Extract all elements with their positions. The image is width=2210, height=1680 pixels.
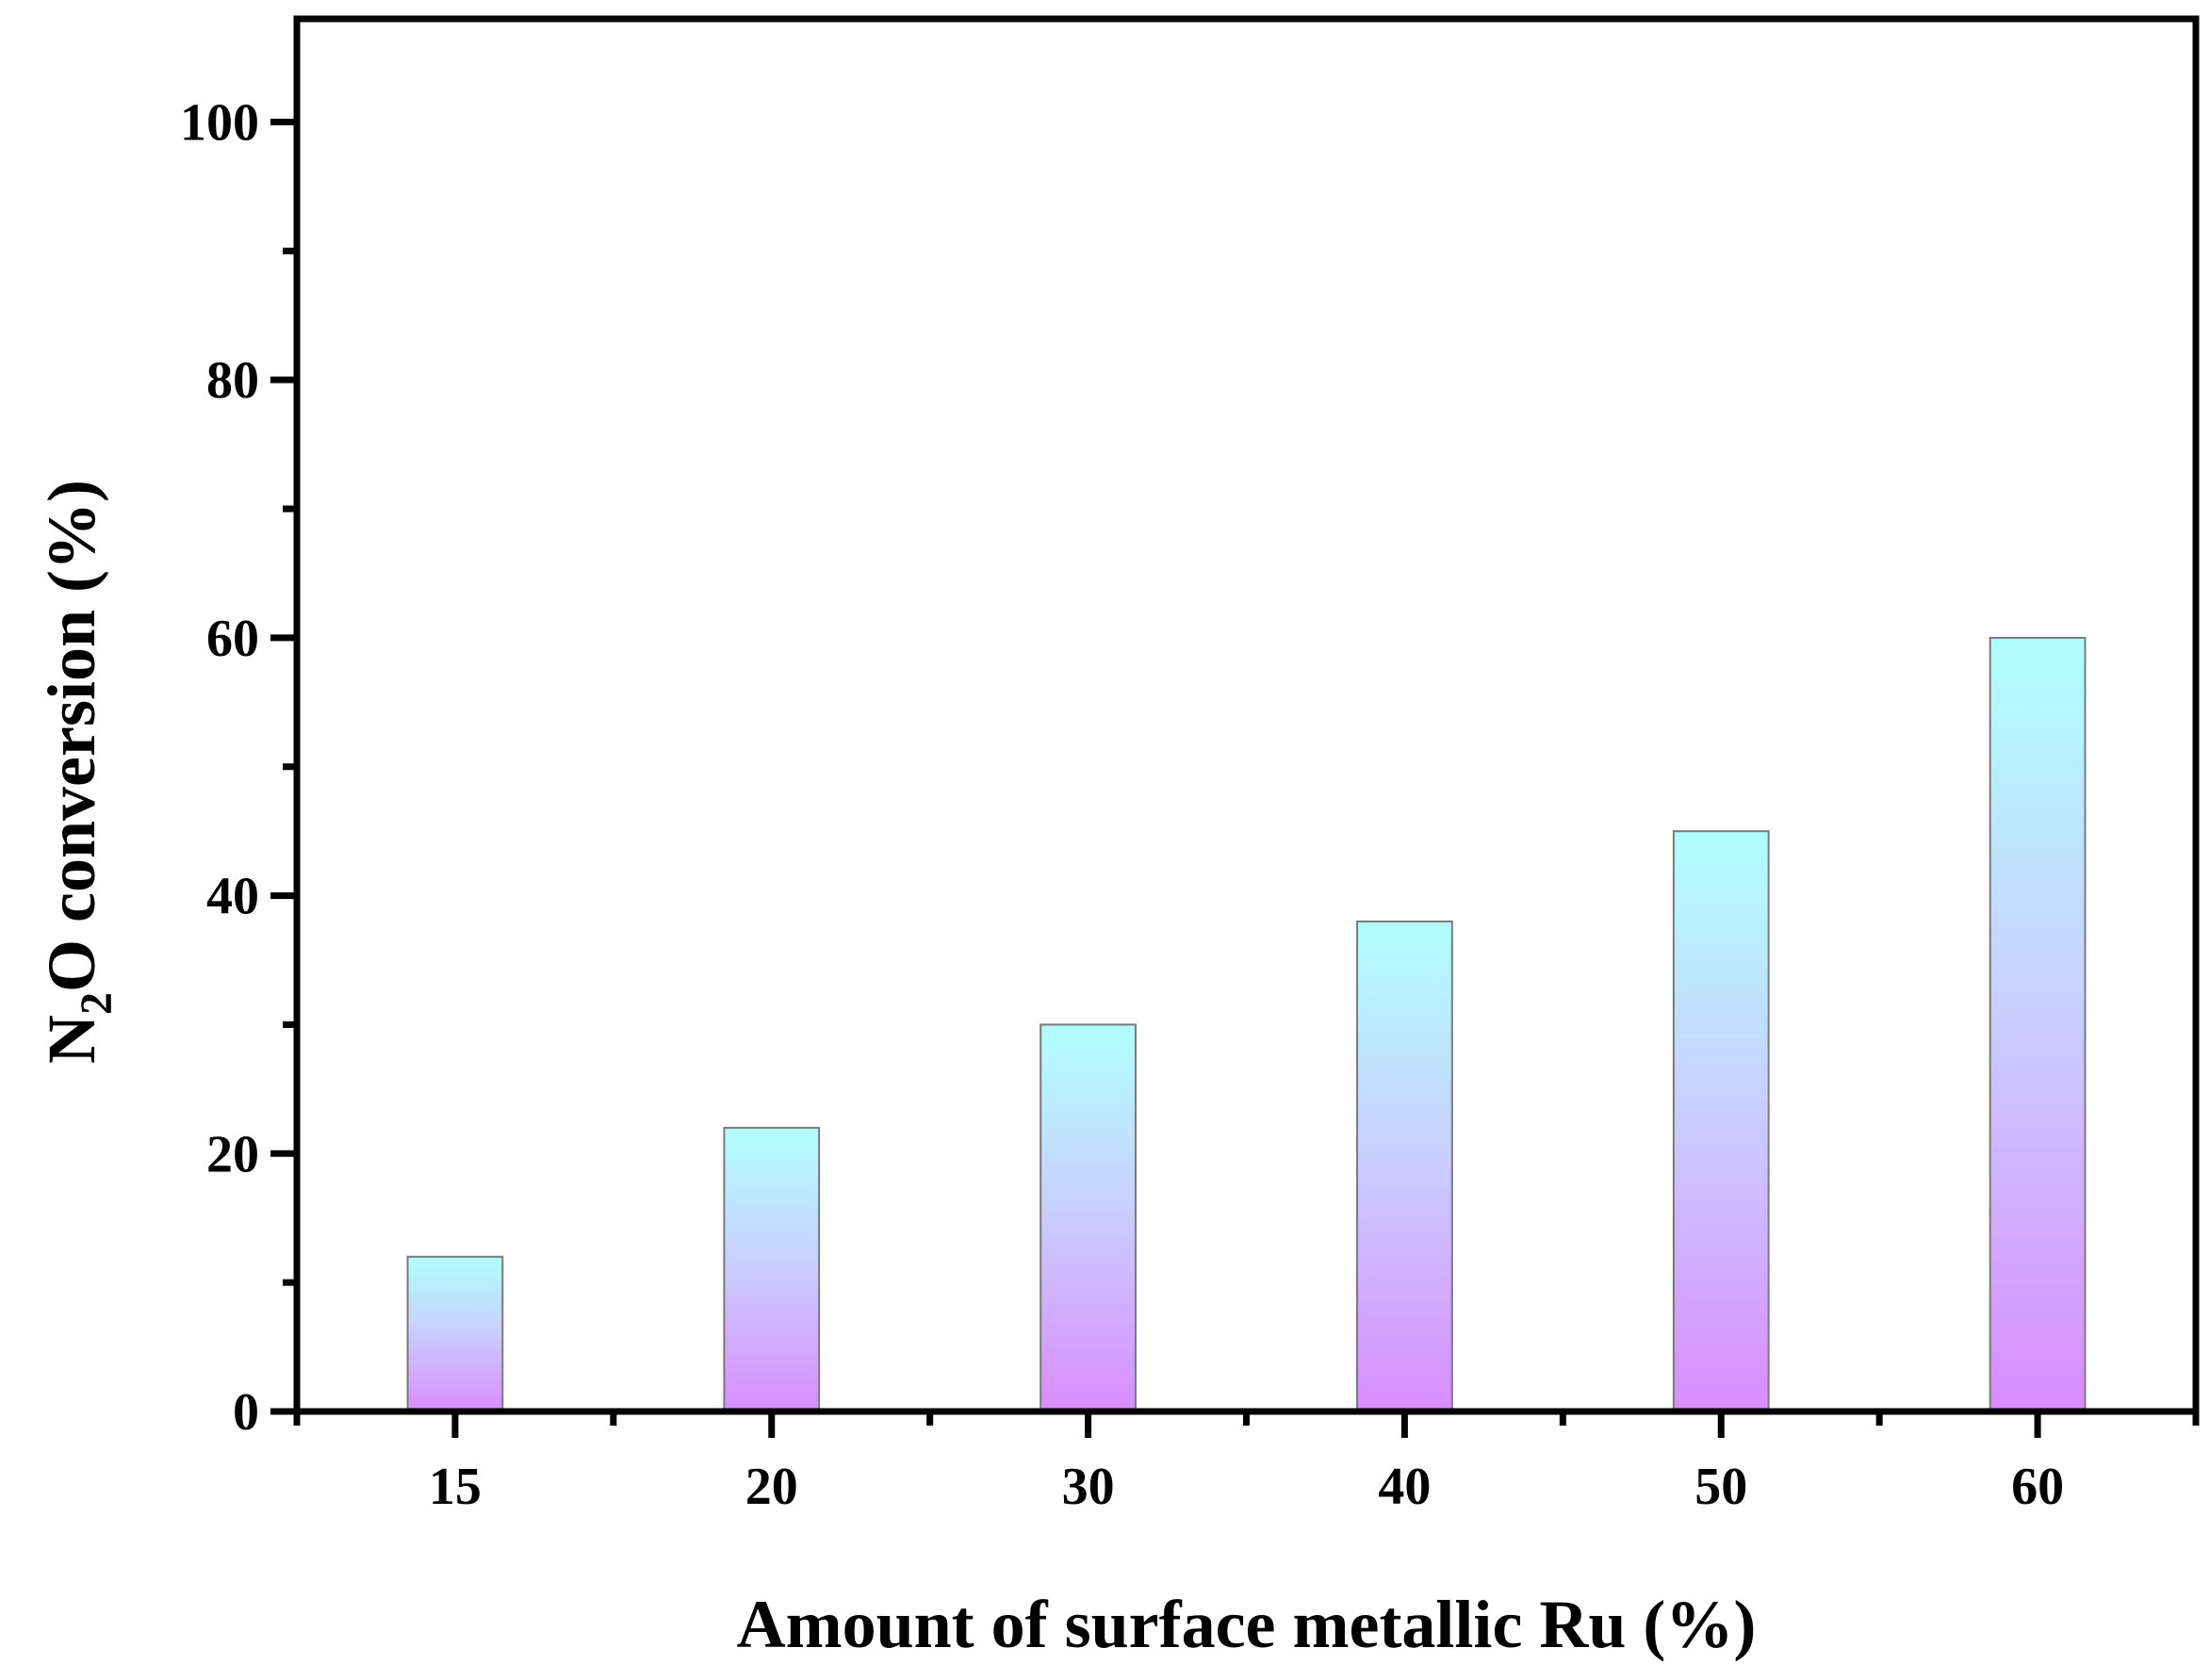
x-tick-label-40: 40	[1378, 1458, 1431, 1516]
y-tick-label-100: 100	[180, 93, 259, 152]
y-axis-title-subscript: 2	[72, 992, 122, 1015]
plot-frame	[293, 15, 2200, 1415]
axes-layer	[293, 15, 2200, 1415]
y-tick-label-60: 60	[206, 610, 259, 668]
x-tick-label-20: 20	[745, 1458, 798, 1516]
bars-layer	[406, 636, 2087, 1413]
bar-40	[1356, 920, 1453, 1412]
y-tick-label-20: 20	[206, 1125, 259, 1183]
ticks-layer	[270, 118, 2200, 1438]
bar-60	[1989, 636, 2087, 1412]
y-axis-title-prefix: N	[34, 1015, 109, 1064]
y-tick-label-0: 0	[233, 1383, 259, 1442]
x-tick-label-30: 30	[1062, 1458, 1115, 1516]
bar-15	[406, 1255, 504, 1413]
x-tick-label-15: 15	[429, 1458, 482, 1516]
y-tick-label-80: 80	[206, 351, 259, 410]
x-axis-title: Amount of surface metallic Ru (%)	[737, 1587, 1757, 1662]
labels-layer: 0 20 40 60 80 100 15 20 30 40 50 60	[180, 93, 2064, 1516]
x-tick-label-60: 60	[2011, 1458, 2064, 1516]
y-axis-title-suffix: O conversion (%)	[34, 480, 109, 992]
y-tick-label-40: 40	[206, 868, 259, 926]
bar-50	[1672, 830, 1770, 1412]
bar-20	[723, 1126, 821, 1412]
bar-30	[1040, 1023, 1137, 1412]
y-axis-title: N2O conversion (%)	[34, 480, 122, 1064]
x-tick-label-50: 50	[1694, 1458, 1747, 1516]
